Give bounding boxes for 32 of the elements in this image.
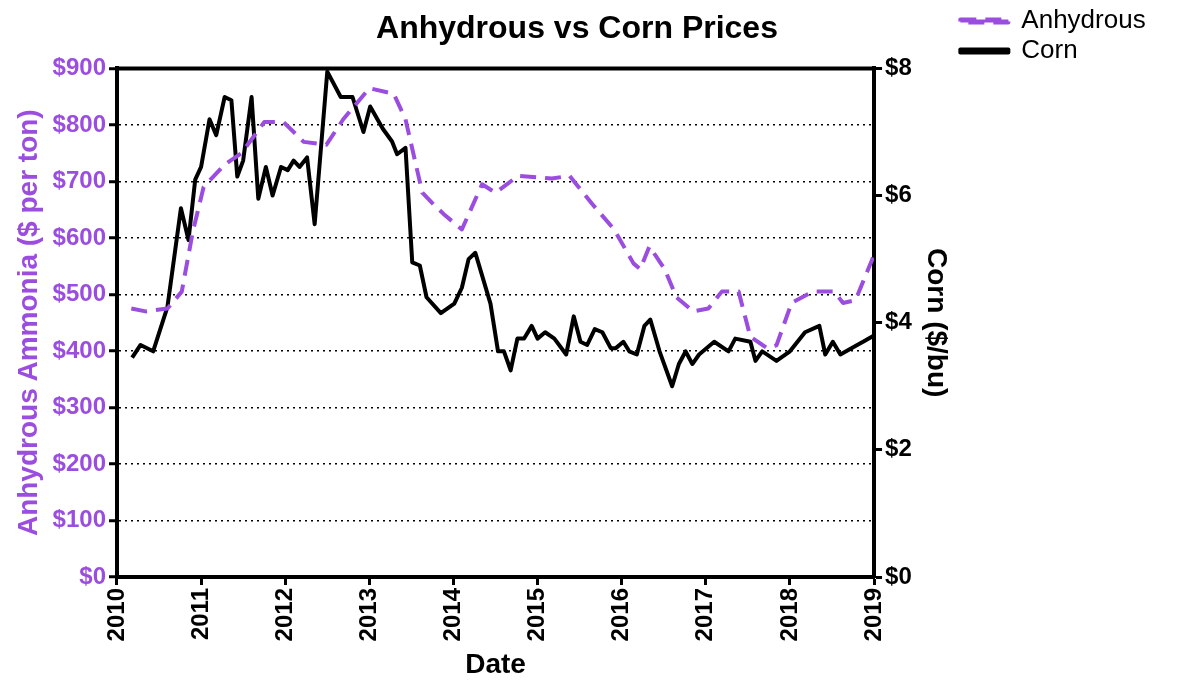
x-tick-label: 2012 (269, 588, 297, 642)
y-tick-label: $400 (52, 335, 106, 363)
y2-tick-label: $8 (885, 53, 912, 81)
y-tick-label: $300 (52, 392, 106, 420)
legend-label: Corn (1021, 34, 1078, 65)
y-tick-label: $200 (52, 448, 106, 476)
y2-tick-label: $6 (885, 180, 912, 208)
x-tick-label: 2013 (353, 588, 381, 642)
y-tick-label: $800 (52, 109, 106, 137)
x-tick-label: 2014 (438, 587, 466, 642)
y-tick-label: $100 (52, 505, 106, 533)
y-tick-label: $900 (52, 53, 106, 81)
y2-tick-label: $0 (885, 561, 912, 589)
chart-title: Anhydrous vs Corn Prices (376, 9, 778, 46)
x-tick-label: 2018 (774, 588, 802, 642)
y-tick-label: $0 (79, 561, 106, 589)
y2-axis-title: Corn ($/bu) (921, 248, 953, 398)
x-tick-label: 2011 (185, 588, 213, 641)
line-series (129, 86, 875, 351)
y-tick-label: $500 (52, 279, 106, 307)
y-tick-label: $600 (52, 222, 106, 250)
x-tick-label: 2017 (690, 588, 718, 642)
x-tick-label: 2016 (606, 588, 634, 642)
y-axis-title: Anhydrous Ammonia ($ per ton) (11, 109, 43, 537)
x-tick-label: 2010 (101, 588, 129, 642)
x-axis-title: Date (465, 647, 526, 679)
y-tick-label: $700 (52, 166, 106, 194)
y2-tick-label: $2 (885, 434, 912, 462)
x-tick-label: 2019 (858, 588, 886, 642)
legend-label: Anhydrous (1021, 4, 1146, 35)
y2-tick-label: $4 (885, 307, 913, 335)
x-tick-label: 2015 (522, 588, 550, 642)
